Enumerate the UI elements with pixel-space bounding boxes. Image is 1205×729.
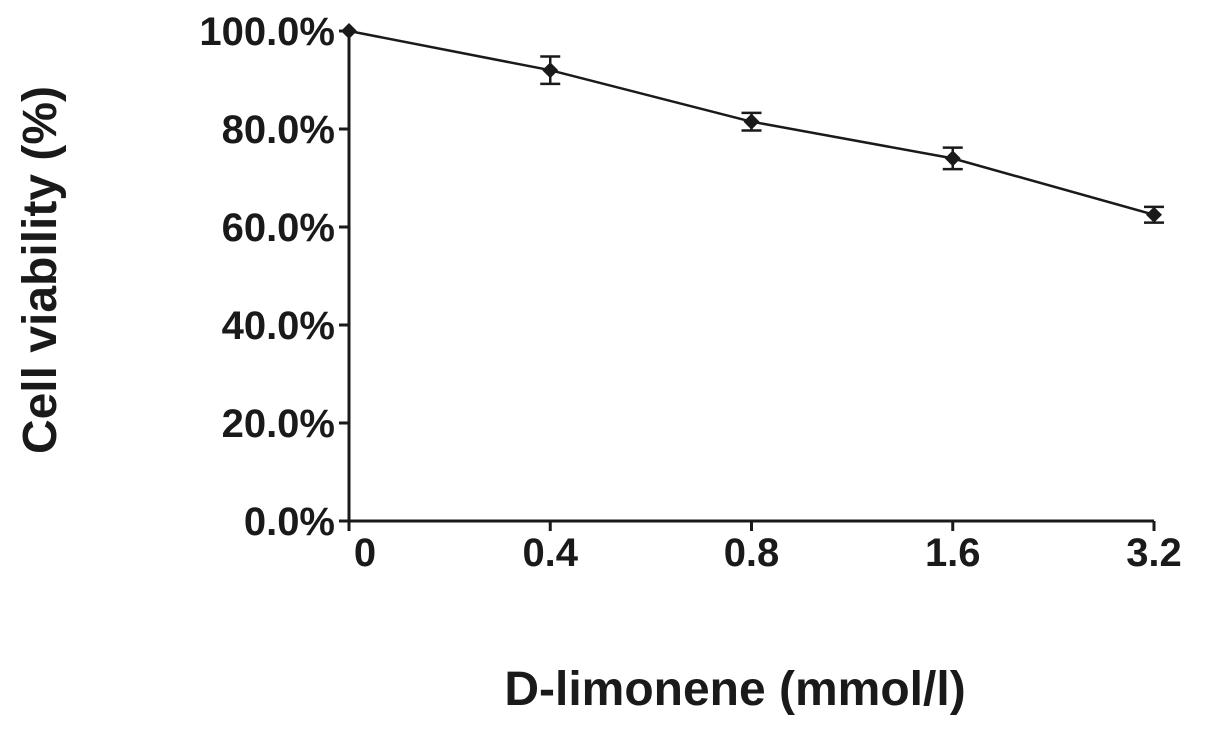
y-tick-label: 20.0% [222,402,335,446]
data-point [1146,206,1162,223]
y-tick-label: 80.0% [222,108,335,152]
x-axis-title: D-limonene (mmol/l) [504,663,965,716]
x-ticks: 0 0.4 0.8 1.6 3.2 [347,521,1182,575]
x-tick-label: 0.8 [724,531,780,575]
x-tick-label: 0 [354,531,376,575]
x-tick-label: 3.2 [1126,531,1182,575]
series-layer [341,23,1164,224]
y-ticks: 0.0% 20.0% 40.0% 60.0% 80.0% 100.0% [199,10,349,544]
y-axis-title: Cell viability (%) [14,86,67,454]
data-point [542,62,559,79]
data-point [944,150,961,167]
y-tick-label: 60.0% [222,206,335,250]
x-tick-label: 0.4 [522,531,578,575]
y-tick-label: 100.0% [199,10,335,54]
y-tick-label: 40.0% [222,304,335,348]
data-point [341,23,357,39]
axes [347,29,1154,523]
data-point [743,113,760,130]
x-tick-label: 1.6 [925,531,981,575]
y-tick-label: 0.0% [244,500,335,544]
